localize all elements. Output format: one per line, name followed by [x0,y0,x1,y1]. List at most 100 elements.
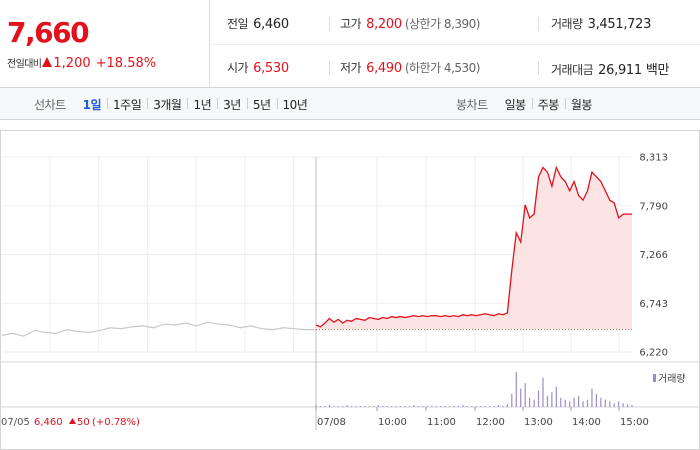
volume-bar [346,405,348,407]
volume-bar [368,406,371,407]
volume-bar [457,406,460,407]
volume-bar [488,406,491,407]
x-axis-tick-label: 12:00 [476,417,505,428]
volume-bar [373,406,375,407]
volume-bar [564,399,566,407]
volume-bar [333,406,335,407]
volume-legend-label: 거래량 [658,373,686,385]
volume-bar [537,390,540,407]
price-change: 전일대비 1,200 +18.58% [7,55,156,71]
y-axis-tick-label: 6,743 [639,299,668,310]
stat-high: 고가 8,200 (상한가 8,390) [340,17,480,32]
chart-period-tabs: 선차트 1일 1주일 3개월 1년 3년 5년 10년 봉차트 일봉 주봉 월봉 [0,88,700,120]
stat-low: 저가 6,490 (하한가 4,530) [340,61,480,76]
line-chart-label: 선차트 [34,97,66,112]
volume-bar [359,406,362,407]
volume-bar [319,406,322,407]
volume-bar [453,406,455,407]
tab-3-years[interactable]: 3년 [217,96,247,113]
volume-bar [422,406,424,407]
volume-bar [524,383,526,407]
stat-divider [329,17,330,31]
volume-bar [573,397,575,407]
volume-bar [444,406,446,407]
prev-day-price: 6,460 [34,417,63,428]
x-axis-tick-label: 15:00 [620,417,649,428]
volume-legend-swatch [653,374,656,382]
volume-bar [613,403,615,407]
volume-bar [520,388,522,407]
volume-bar [604,399,606,407]
volume-bar [413,405,415,407]
today-area-fill [316,167,632,330]
y-axis-tick-label: 8,313 [639,153,668,164]
volume-bar [506,404,508,407]
tab-1-year[interactable]: 1년 [187,96,217,113]
tab-1-day[interactable]: 1일 [82,97,102,112]
tab-3-months[interactable]: 3개월 [147,96,187,113]
tab-10-years[interactable]: 10년 [276,96,314,113]
y-axis-tick-label: 6,220 [639,348,668,359]
prev-day-price-line [1,321,316,337]
volume-bar [591,388,593,407]
today-price-line [315,165,632,328]
volume-bar [569,401,571,407]
chart-lines [1,165,632,337]
tab-monthly-candle[interactable]: 월봉 [564,96,598,113]
volume-bar [511,394,513,407]
tab-1-week[interactable]: 1주일 [107,96,147,113]
current-price: 7,660 [7,16,90,49]
volume-bar [493,406,495,407]
prev-day-rate: (+0.78%) [92,417,140,428]
x-axis-tick-label: 13:00 [524,417,553,428]
volume-bar [546,395,549,407]
stat-prev-close: 전일 6,460 [227,17,289,32]
x-axis-tick-label: 10:00 [378,417,407,428]
volume-bar [618,401,620,407]
volume-bar [475,406,477,407]
volume-bar [622,403,624,407]
prev-day-change: 50 [77,417,90,428]
x-axis-tick-label: 07/08 [317,417,346,428]
y-axis-tick-label: 7,790 [639,201,668,212]
volume-bar [448,406,451,407]
volume-bar [364,406,366,407]
x-axis-tick-label: 11:00 [427,417,456,428]
change-rate: +18.58% [95,56,157,71]
prev-day-up-triangle-icon [69,418,76,424]
volume-bar [328,405,330,407]
volume-bar [515,372,517,407]
volume-bar [377,405,379,407]
stats-row-divider [211,44,700,45]
candle-chart-label: 봉차트 [456,97,488,112]
volume-bar [440,406,442,407]
volume-bar [426,406,428,407]
volume-bar [315,405,317,407]
volume-bar [497,405,500,407]
stat-divider [538,61,539,75]
volume-bar [555,386,557,407]
y-axis-tick-label: 7,266 [639,250,668,261]
tab-daily-candle[interactable]: 일봉 [504,97,527,112]
chart-area-fill [316,167,632,330]
volume-bar [471,406,473,407]
volume-bar [480,406,482,407]
price-summary: 7,660 전일대비 1,200 +18.58% 전일 6,460 고가 8,200 (상… [0,0,700,88]
volume-bar [600,397,602,407]
price-chart[interactable]: 거래량 8,313 7,790 7,266 6,743 6,220 07/08 10:00 1… [0,130,700,450]
volume-bar [631,405,633,407]
volume-bar [484,406,486,407]
prev-day-date: 07/05 [1,417,30,428]
tab-5-years[interactable]: 5년 [246,96,277,113]
volume-bar [533,399,535,407]
change-label: 전일대비 [7,59,42,70]
stat-divider [538,17,539,31]
tab-weekly-candle[interactable]: 주봉 [531,96,565,113]
volume-bar [324,406,326,407]
volume-bar [386,406,388,407]
volume-bar [342,406,344,407]
volume-bar [595,394,597,407]
volume-bar [577,395,580,407]
volume-bar [404,406,406,407]
volume-bar [399,406,402,407]
